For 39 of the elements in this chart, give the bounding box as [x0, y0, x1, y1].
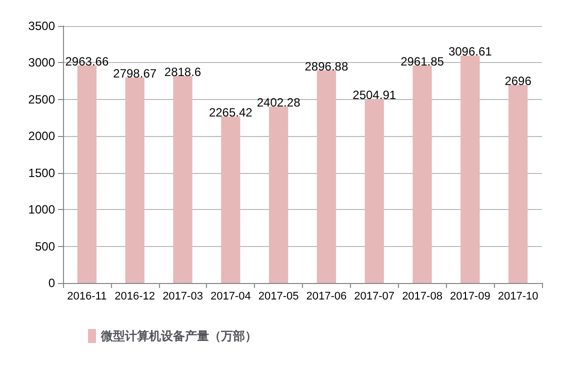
- y-tick-label: 3500: [28, 19, 56, 33]
- legend-label: 微型计算机设备产量（万部）: [100, 329, 257, 343]
- bar: [412, 66, 432, 283]
- y-tick-label: 1000: [28, 202, 56, 217]
- data-label: 2696: [504, 74, 532, 88]
- bar: [268, 106, 288, 283]
- data-label: 2265.42: [208, 106, 253, 120]
- x-tick-label: 2017-08: [402, 290, 442, 302]
- x-tick-label: 2016-12: [114, 290, 156, 302]
- y-tick-label: 0: [48, 276, 56, 290]
- bar: [508, 85, 528, 283]
- data-label: 2963.66: [65, 54, 109, 68]
- data-label: 2961.85: [400, 54, 444, 69]
- data-label: 2402.28: [256, 96, 301, 110]
- x-tick-label: 2017-05: [258, 290, 299, 302]
- x-tick-label: 2017-06: [306, 290, 347, 302]
- data-label: 3096.61: [448, 44, 492, 59]
- bar: [316, 70, 336, 283]
- y-tick-label: 3000: [28, 56, 56, 70]
- y-tick-label: 2000: [28, 129, 56, 144]
- data-label: 2798.67: [113, 66, 157, 80]
- bar: [173, 76, 192, 283]
- x-tick-label: 2017-03: [162, 290, 203, 302]
- y-tick-label: 1500: [28, 166, 56, 180]
- y-tick-label: 2500: [28, 92, 56, 106]
- x-tick-label: 2016-11: [67, 290, 107, 302]
- bar: [125, 78, 144, 283]
- data-label: 2896.88: [304, 59, 348, 74]
- x-tick-label: 2017-04: [210, 290, 251, 302]
- x-tick-label: 2017-07: [354, 290, 395, 302]
- bar: [460, 56, 480, 283]
- data-label: 2818.6: [164, 65, 202, 80]
- bar: [77, 65, 97, 283]
- y-tick-label: 500: [34, 239, 56, 254]
- data-label: 2504.91: [352, 88, 396, 102]
- bar: [221, 116, 240, 283]
- x-tick-label: 2017-09: [450, 290, 490, 302]
- x-tick-label: 2017-10: [498, 290, 538, 302]
- bar: [364, 99, 384, 283]
